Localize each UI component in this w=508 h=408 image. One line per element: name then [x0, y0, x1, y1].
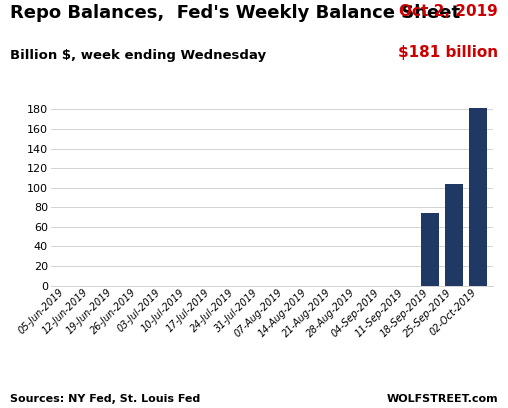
Text: Oct 2, 2019: Oct 2, 2019: [399, 4, 498, 19]
Bar: [445, 184, 463, 286]
Text: Sources: NY Fed, St. Louis Fed: Sources: NY Fed, St. Louis Fed: [10, 394, 201, 404]
Text: WOLFSTREET.com: WOLFSTREET.com: [386, 394, 498, 404]
Bar: [421, 213, 439, 286]
Text: $181 billion: $181 billion: [398, 45, 498, 60]
Bar: [469, 109, 487, 286]
Text: Repo Balances,  Fed's Weekly Balance Sheet: Repo Balances, Fed's Weekly Balance Shee…: [10, 4, 460, 22]
Text: Billion $, week ending Wednesday: Billion $, week ending Wednesday: [10, 49, 266, 62]
